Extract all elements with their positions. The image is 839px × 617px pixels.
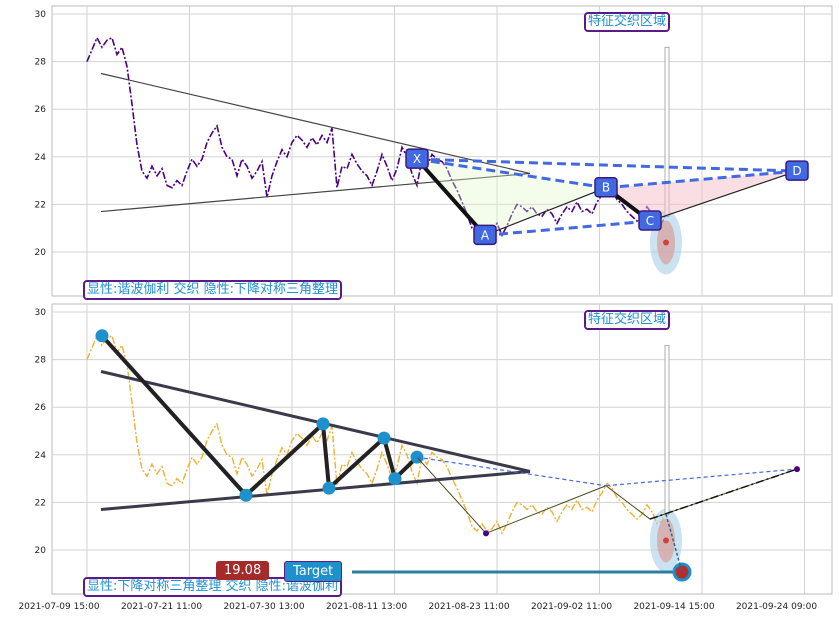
x-tick-label: 2021-07-09 15:00 <box>18 602 99 612</box>
pivot-marker <box>239 488 253 502</box>
harmonic-bd <box>605 468 798 487</box>
point-label-box <box>785 160 809 181</box>
pattern-bd-dash <box>605 169 798 190</box>
x-tick-label: 2021-08-11 13:00 <box>326 602 407 612</box>
pivot-marker <box>322 481 336 495</box>
price-tag: 19.08 <box>216 561 270 580</box>
y-tick-label: 24 <box>35 153 47 163</box>
harmonic-a-dot <box>483 530 489 537</box>
y-tick-label: 30 <box>35 10 47 20</box>
point-label-box <box>405 148 429 169</box>
y-tick-label: 28 <box>35 58 47 68</box>
pattern-xa-leg <box>415 157 487 237</box>
pattern-ab-leg <box>484 187 607 236</box>
triangle-upper-line <box>100 370 531 473</box>
bottom-panel: 20 22 24 26 28 30 <box>35 303 833 595</box>
y-tick-label: 26 <box>35 105 47 115</box>
zone-center-dot <box>663 239 669 246</box>
zone-bar <box>664 344 670 515</box>
pattern-fill-xab <box>417 159 606 236</box>
harmonic-d-dot <box>794 466 800 473</box>
price-series <box>86 334 668 535</box>
triangle-lower-line <box>100 469 531 512</box>
point-label-b: B <box>602 181 610 195</box>
x-tick-label: 2021-07-30 13:00 <box>223 602 304 612</box>
y-tick-label: 30 <box>35 308 47 318</box>
target-label: Target <box>284 561 343 582</box>
y-tick-label: 20 <box>35 248 47 258</box>
x-tick-label: 2021-09-02 11:00 <box>531 602 612 612</box>
y-tick-label: 26 <box>35 403 47 413</box>
annotation-top: 显性:谐波伽利 交织 隐性:下降对称三角整理 <box>83 280 343 300</box>
y-tick-label: 22 <box>35 498 46 508</box>
pivot-marker <box>377 431 391 445</box>
y-tick-label: 24 <box>35 451 47 461</box>
pattern-fill-bcd <box>606 171 797 222</box>
pivot-marker <box>388 472 402 486</box>
x-tick-label: 2021-09-14 15:00 <box>633 602 714 612</box>
top-panel: 20 22 24 26 28 30 X A B C D <box>35 5 833 297</box>
x-axis-ticks: 2021-07-09 15:00 2021-07-21 11:00 2021-07-… <box>18 602 817 612</box>
harmonic-cd-dash <box>649 468 798 520</box>
y-tick-label: 22 <box>35 200 46 210</box>
price-series <box>86 35 668 238</box>
pivot-marker <box>95 329 109 343</box>
pattern-xd-dash <box>416 157 798 173</box>
x-tick-label: 2021-09-24 09:00 <box>736 602 817 612</box>
x-tick-label: 2021-08-23 11:00 <box>428 602 509 612</box>
pattern-cd-leg <box>649 170 798 222</box>
annotation-bottom: 显性:下降对称三角整理 交织 隐性:谐波伽利 <box>83 577 343 597</box>
point-label-d: D <box>792 164 801 178</box>
y-tick-label: 28 <box>35 356 47 366</box>
point-label-box <box>594 176 618 198</box>
zone-label-bottom: 特征交织区域 <box>584 310 671 330</box>
point-label-x: X <box>413 152 421 166</box>
y-tick-label: 20 <box>35 546 47 556</box>
pivot-marker <box>316 417 330 431</box>
x-tick-label: 2021-07-21 11:00 <box>121 602 202 612</box>
zone-bar <box>664 46 670 217</box>
point-label-a: A <box>481 228 490 242</box>
triangle-lower-line <box>100 172 531 213</box>
point-label-box <box>473 224 497 246</box>
zone-center-dot <box>663 537 669 544</box>
triangle-upper-line <box>100 72 531 175</box>
point-label-box <box>638 210 662 231</box>
zone-label-top: 特征交织区域 <box>584 12 671 32</box>
harmonic-xb <box>416 456 607 487</box>
target-point <box>672 562 692 582</box>
point-label-c: C <box>646 214 654 228</box>
pattern-xb-dash <box>416 157 607 190</box>
